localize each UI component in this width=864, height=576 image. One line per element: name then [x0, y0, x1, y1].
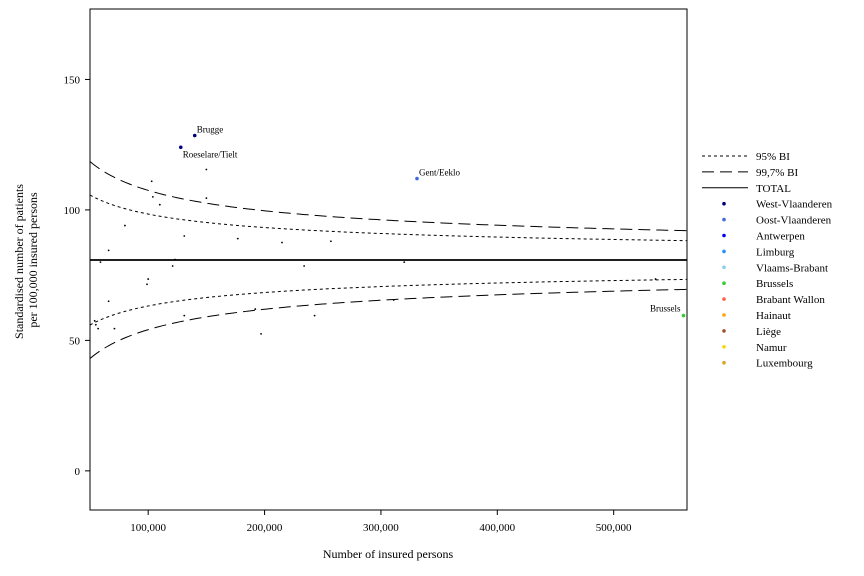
data-point — [681, 313, 686, 318]
data-point — [260, 332, 262, 335]
curve-95-bi-lower — [89, 278, 688, 326]
data-point — [281, 241, 283, 244]
x-axis-title: Number of insured persons — [323, 547, 454, 561]
legend-label: 95% BI — [756, 151, 790, 163]
legend-label: Hainaut — [756, 310, 791, 322]
point-label: Brugge — [197, 125, 224, 135]
legend: 95% BI 99,7% BI TOTAL West-Vlaanderen Oost-V… — [702, 151, 833, 370]
legend-label: 99,7% BI — [756, 167, 799, 179]
y-axis-title: Standardised number of patients per 100,… — [12, 181, 40, 339]
data-point — [146, 283, 148, 286]
y-tick-label: 100 — [64, 205, 81, 217]
x-tick-label: 400,000 — [479, 522, 515, 534]
legend-label: Namur — [756, 342, 787, 354]
legend-point-swatch — [722, 313, 726, 317]
point-label: Gent/Eeklo — [419, 168, 460, 178]
legend-label: Vlaams-Brabant — [756, 262, 828, 274]
legend-point-swatch — [722, 217, 726, 222]
curve-99-7-bi-upper — [89, 161, 688, 232]
point-labels: Brugge Roeselare/Tielt Gent/Eeklo Brussels — [183, 125, 681, 314]
legend-point-swatch — [722, 345, 726, 349]
curve-99-7-bi-lower — [89, 288, 688, 359]
data-point — [147, 278, 150, 280]
x-axis: 100,000 200,000 300,000 400,000 500,000 — [130, 510, 632, 534]
data-point — [313, 314, 316, 317]
legend-point-swatch — [722, 281, 726, 286]
data-point — [392, 299, 395, 301]
legend-label: Liège — [756, 326, 781, 338]
curve-95-bi-upper — [89, 194, 688, 242]
data-point — [113, 327, 116, 330]
x-tick-label: 500,000 — [596, 522, 632, 534]
x-tick-label: 100,000 — [130, 522, 166, 534]
x-tick-label: 300,000 — [363, 522, 399, 534]
legend-label: Oost-Vlaanderen — [756, 215, 832, 227]
y-tick-label: 0 — [75, 466, 81, 478]
data-point — [151, 195, 154, 198]
legend-point-swatch — [722, 201, 726, 206]
point-label: Roeselare/Tielt — [183, 149, 238, 159]
data-point — [93, 319, 96, 322]
data-point — [236, 237, 239, 240]
data-point — [150, 180, 153, 183]
confidence-curves — [89, 161, 688, 359]
data-point — [329, 240, 332, 243]
point-label: Brussels — [650, 304, 681, 314]
data-point — [94, 323, 97, 326]
data-points — [93, 133, 686, 335]
data-point — [254, 308, 257, 310]
data-point — [205, 168, 208, 171]
y-tick-label: 150 — [64, 74, 81, 86]
legend-point-swatch — [722, 360, 726, 365]
y-axis-title-line-1: Standardised number of patients — [12, 184, 26, 339]
data-point — [183, 235, 186, 237]
y-axis-title-line-2: per 100,000 insured persons — [26, 192, 40, 328]
data-point — [158, 203, 161, 206]
data-point — [171, 265, 174, 267]
data-point — [415, 176, 419, 181]
data-point — [192, 133, 197, 138]
data-point — [183, 314, 186, 317]
y-axis: 0 50 100 150 — [64, 74, 90, 478]
legend-label: Brabant Wallon — [756, 294, 825, 306]
legend-label: Antwerpen — [756, 231, 805, 243]
legend-label: West-Vlaanderen — [756, 199, 833, 211]
data-point — [654, 278, 657, 280]
data-point — [107, 249, 110, 252]
legend-point-swatch — [722, 297, 726, 301]
y-tick-label: 50 — [69, 335, 81, 347]
data-point — [99, 261, 102, 264]
data-point — [205, 197, 208, 200]
data-point — [303, 265, 306, 267]
data-point — [174, 258, 176, 261]
legend-point-swatch — [722, 329, 726, 333]
data-point — [107, 300, 110, 303]
data-point — [403, 261, 406, 264]
x-tick-label: 200,000 — [247, 522, 283, 534]
legend-label: Brussels — [756, 278, 793, 290]
data-point — [124, 224, 126, 227]
legend-point-swatch — [722, 265, 726, 270]
legend-label: Luxembourg — [756, 358, 813, 370]
legend-point-swatch — [722, 233, 726, 238]
data-point — [178, 145, 183, 150]
legend-point-swatch — [722, 249, 726, 254]
legend-label: TOTAL — [756, 183, 791, 195]
data-point — [97, 327, 100, 330]
legend-label: Limburg — [756, 246, 795, 258]
